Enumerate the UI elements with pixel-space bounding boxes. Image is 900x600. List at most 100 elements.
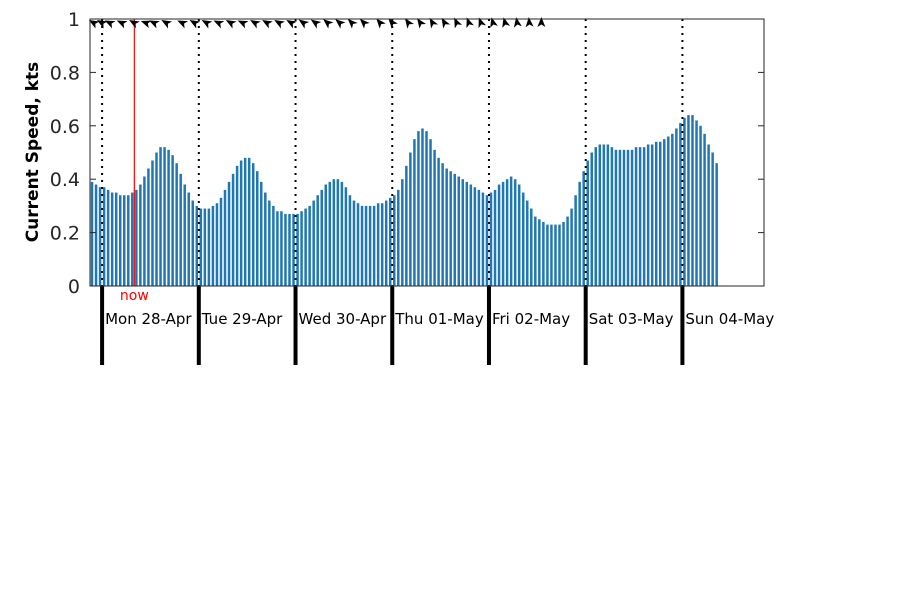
speed-bar [526, 200, 529, 286]
speed-bar [195, 205, 199, 286]
day-label: Sun 04-May [685, 310, 774, 328]
direction-arrow [225, 20, 237, 29]
direction-arrow [376, 18, 386, 29]
speed-bar [663, 139, 666, 286]
direction-arrow [537, 17, 546, 27]
speed-bar [360, 205, 364, 286]
speed-bar [147, 168, 150, 286]
speed-bar [695, 120, 698, 287]
speed-bar [328, 181, 332, 286]
speed-bar [542, 221, 545, 286]
speed-bar [578, 181, 581, 286]
speed-bar [489, 192, 493, 286]
y-tick-label: 0.4 [50, 169, 80, 191]
speed-bar [534, 216, 537, 286]
speed-bar [509, 176, 513, 286]
y-tick-label: 0 [68, 276, 80, 298]
speed-bar [110, 192, 114, 286]
speed-bar [630, 149, 634, 286]
speed-bar [308, 205, 311, 286]
speed-bar [372, 205, 376, 286]
speed-bar [268, 200, 271, 286]
speed-bar [659, 141, 662, 286]
speed-bar [114, 192, 118, 286]
speed-bar [251, 163, 255, 286]
direction-arrow [417, 18, 427, 29]
speed-bar [606, 144, 610, 286]
speed-bar [513, 179, 517, 286]
speed-bar [207, 208, 211, 286]
speed-bar [409, 152, 412, 286]
speed-bar [614, 149, 618, 286]
speed-bar [384, 200, 388, 286]
speed-bar [650, 144, 654, 286]
speed-bar [550, 224, 553, 286]
speed-bar [223, 189, 227, 286]
speed-bar [106, 189, 110, 286]
speed-bar [457, 176, 460, 286]
speed-bar [231, 173, 235, 286]
speed-bar [159, 147, 162, 286]
speed-bar [187, 192, 190, 286]
speed-bar [707, 144, 710, 286]
speed-bar [433, 149, 436, 286]
speed-bar [364, 205, 368, 286]
speed-bar [260, 181, 263, 286]
direction-arrow [298, 19, 310, 29]
direction-arrow [250, 20, 261, 29]
direction-arrow [161, 20, 173, 29]
speed-bar [570, 208, 573, 286]
speed-bar [276, 211, 279, 286]
speed-bar [243, 157, 247, 286]
speed-bar [421, 128, 424, 286]
direction-arrow [274, 20, 285, 29]
speed-bar [469, 184, 473, 286]
speed-bar [445, 168, 448, 286]
day-label: Thu 01-May [394, 310, 484, 328]
speed-bar [429, 139, 432, 286]
speed-bar [687, 115, 690, 287]
speed-bar [393, 195, 396, 286]
speed-bar [247, 157, 251, 286]
direction-arrow [323, 19, 334, 29]
direction-arrow [347, 18, 358, 29]
speed-bar [642, 147, 646, 286]
direction-arrow [286, 20, 297, 29]
speed-bar [691, 115, 694, 287]
speed-bar [566, 216, 569, 286]
direction-arrow [96, 20, 108, 29]
speed-bar [671, 133, 674, 286]
direction-arrow [404, 18, 414, 29]
speed-bar [368, 205, 372, 286]
speed-bar [388, 197, 392, 286]
speed-bar [312, 200, 315, 286]
direction-arrow [177, 20, 189, 29]
speed-bar [171, 155, 174, 286]
speed-bar [102, 187, 106, 286]
direction-arrow [104, 20, 116, 29]
direction-arrow [490, 17, 498, 28]
speed-bar [332, 179, 336, 286]
speed-bar [461, 179, 465, 286]
speed-bar [300, 211, 303, 286]
speed-bar [473, 187, 477, 286]
direction-arrow [429, 17, 439, 29]
speed-bar [493, 189, 497, 286]
direction-arrow [359, 18, 370, 29]
speed-bar [344, 187, 348, 286]
direction-arrow [454, 17, 463, 29]
speed-bar [135, 189, 138, 286]
speed-bar [546, 224, 549, 286]
direction-arrow [335, 19, 346, 29]
speed-bar [610, 147, 614, 286]
direction-arrow [262, 20, 273, 29]
bars-layer [90, 115, 718, 287]
direction-arrow [88, 20, 100, 29]
direction-arrow [513, 17, 522, 28]
speed-bar [703, 133, 706, 286]
speed-bar [211, 205, 215, 286]
day-label: Wed 30-Apr [299, 310, 387, 328]
direction-arrow [237, 20, 249, 29]
